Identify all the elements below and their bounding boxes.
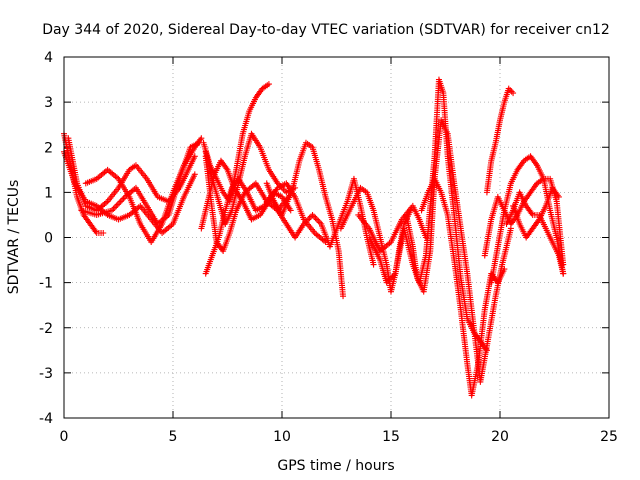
data-points xyxy=(61,76,567,399)
data-point xyxy=(265,81,272,88)
data-point xyxy=(313,216,320,223)
data-point xyxy=(510,90,517,97)
y-axis-label: SDTVAR / TECUs xyxy=(6,180,22,295)
data-point xyxy=(198,135,205,142)
data-point xyxy=(306,214,313,221)
series-track-4 xyxy=(82,135,205,246)
chart-title: Day 344 of 2020, Sidereal Day-to-day VTE… xyxy=(42,22,610,38)
x-tick-label: 15 xyxy=(382,429,400,445)
y-tick-label: 4 xyxy=(44,50,53,66)
series-track-15 xyxy=(366,76,490,354)
plot-frame xyxy=(63,56,610,419)
data-point xyxy=(191,153,198,160)
axis-ticks: 0 5 10 15 20 25 -4 -3 -2 -1 0 1 2 3 4 xyxy=(39,50,618,445)
y-tick-label: -2 xyxy=(39,321,53,337)
y-tick-label: 3 xyxy=(44,95,53,111)
data-point xyxy=(555,193,562,200)
series-track-18 xyxy=(481,175,567,268)
x-tick-label: 10 xyxy=(273,429,291,445)
x-axis-label: GPS time / hours xyxy=(277,458,394,474)
y-tick-label: 2 xyxy=(44,140,53,156)
series-track-20 xyxy=(483,85,517,196)
data-point xyxy=(111,204,118,211)
data-point xyxy=(287,207,294,214)
data-point xyxy=(315,217,322,224)
data-point xyxy=(560,270,567,277)
y-tick-label: 0 xyxy=(44,231,53,247)
x-tick-label: 25 xyxy=(600,429,618,445)
data-point xyxy=(340,293,347,300)
data-point xyxy=(501,266,508,273)
series-track-22 xyxy=(510,184,562,241)
series-track-6 xyxy=(200,81,272,205)
data-point xyxy=(120,195,127,202)
series-track-10 xyxy=(198,157,329,246)
data-point xyxy=(114,201,121,208)
series-track-17 xyxy=(418,175,508,399)
data-point xyxy=(310,213,317,220)
data-point xyxy=(116,199,123,206)
y-tick-label: -4 xyxy=(39,411,53,427)
y-tick-label: 1 xyxy=(44,185,53,201)
y-tick-label: -1 xyxy=(39,276,53,292)
data-point xyxy=(117,198,124,205)
data-point xyxy=(309,211,316,218)
data-point xyxy=(370,261,377,268)
data-point xyxy=(113,202,120,209)
x-tick-label: 5 xyxy=(169,429,178,445)
data-point xyxy=(100,229,107,236)
data-point xyxy=(508,88,515,95)
x-tick-label: 0 xyxy=(60,429,69,445)
x-tick-label: 20 xyxy=(491,429,509,445)
y-tick-label: -3 xyxy=(39,366,53,382)
series-track-5 xyxy=(78,139,203,227)
data-point xyxy=(312,214,319,221)
data-point xyxy=(191,171,198,178)
data-point xyxy=(119,196,126,203)
